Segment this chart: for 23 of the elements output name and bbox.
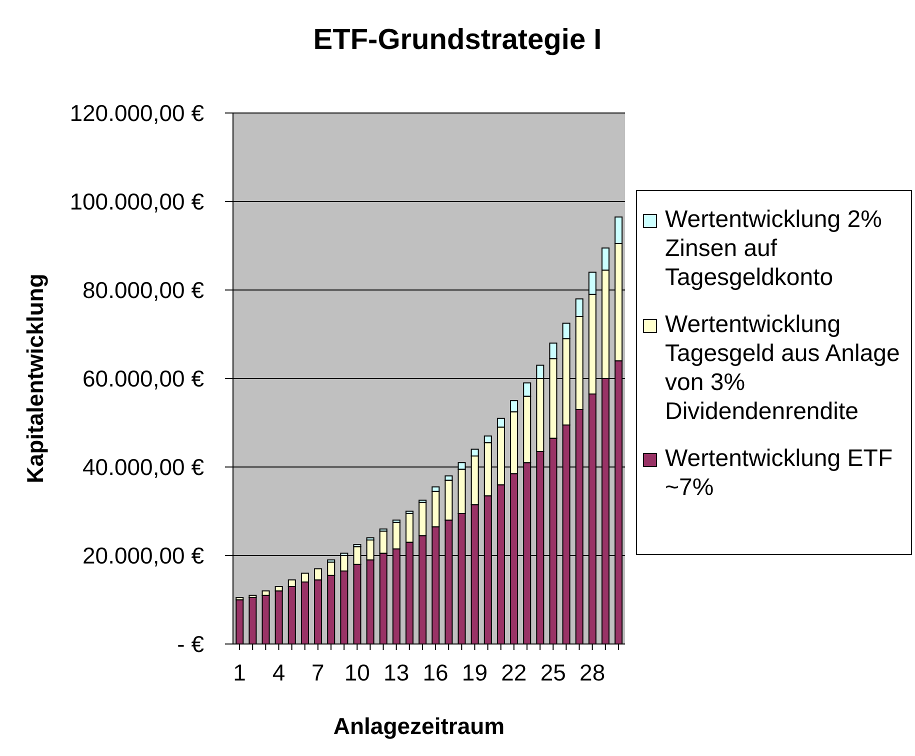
y-tick-label: - € bbox=[177, 631, 204, 658]
y-tick-label: 20.000,00 € bbox=[82, 542, 204, 569]
x-tick-label: 19 bbox=[462, 659, 488, 686]
x-tick-label: 13 bbox=[384, 659, 410, 686]
x-tick-label: 28 bbox=[580, 659, 606, 686]
x-tick-label: 1 bbox=[233, 659, 246, 686]
x-tick-label: 7 bbox=[312, 659, 324, 686]
x-tick-label: 16 bbox=[422, 659, 448, 686]
y-tick-label: 100.000,00 € bbox=[70, 188, 204, 215]
y-axis-title: Kapitalentwicklung bbox=[22, 274, 48, 484]
x-tick-label: 25 bbox=[540, 659, 566, 686]
legend-label: Wertentwicklung ETF ~7% bbox=[665, 444, 894, 502]
chart-title: ETF-Grundstrategie I bbox=[312, 23, 603, 58]
y-tick-label: 80.000,00 € bbox=[82, 277, 204, 304]
y-tick-label: 120.000,00 € bbox=[70, 100, 204, 126]
x-tick-label: 22 bbox=[501, 659, 527, 686]
y-tick-label: 60.000,00 € bbox=[82, 366, 204, 392]
x-tick-label: 10 bbox=[344, 659, 370, 686]
x-axis-title: Anlagezeitraum bbox=[333, 713, 505, 739]
y-tick-label: 40.000,00 € bbox=[82, 454, 204, 480]
legend-label: Wertentwicklung 2% Zinsen auf Tagesgeldkonto bbox=[665, 205, 883, 292]
x-tick-label: 4 bbox=[272, 659, 286, 686]
legend-label: Wertentwicklung Tagesgeld aus Anlage von 3% Dividendenrendite bbox=[665, 310, 901, 426]
